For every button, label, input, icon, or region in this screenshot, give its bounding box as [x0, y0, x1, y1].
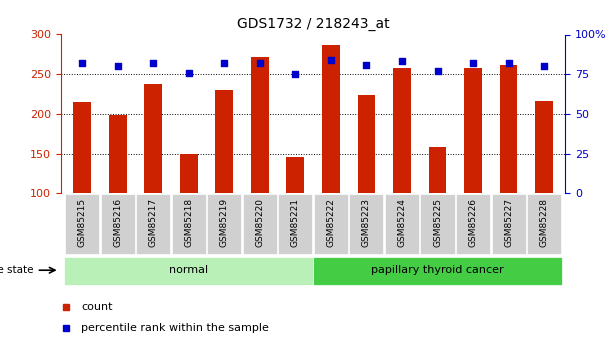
Bar	[180, 154, 198, 193]
FancyBboxPatch shape	[527, 195, 561, 254]
Text: GSM85224: GSM85224	[398, 198, 407, 247]
FancyBboxPatch shape	[207, 195, 241, 254]
Text: disease state: disease state	[0, 265, 33, 275]
Text: GSM85216: GSM85216	[113, 198, 122, 247]
Bar	[144, 84, 162, 193]
Text: GSM85215: GSM85215	[78, 198, 86, 247]
FancyBboxPatch shape	[314, 195, 348, 254]
FancyBboxPatch shape	[136, 195, 170, 254]
Point	[148, 60, 158, 66]
FancyBboxPatch shape	[350, 195, 384, 254]
Point	[255, 60, 264, 66]
FancyBboxPatch shape	[243, 195, 277, 254]
Text: papillary thyroid cancer: papillary thyroid cancer	[371, 265, 504, 275]
Text: GSM85219: GSM85219	[219, 198, 229, 247]
Bar	[251, 57, 269, 193]
Bar	[215, 90, 233, 193]
Bar	[322, 45, 340, 193]
Point	[433, 68, 443, 74]
Text: GSM85221: GSM85221	[291, 198, 300, 247]
Text: GSM85222: GSM85222	[326, 198, 336, 247]
FancyBboxPatch shape	[65, 195, 99, 254]
Point	[326, 57, 336, 63]
FancyBboxPatch shape	[100, 195, 135, 254]
Point	[362, 62, 371, 67]
Text: normal: normal	[169, 265, 209, 275]
Point	[291, 71, 300, 77]
Point	[77, 60, 87, 66]
Bar	[464, 68, 482, 193]
Point	[397, 59, 407, 64]
Text: GSM85228: GSM85228	[540, 198, 548, 247]
Bar	[358, 95, 375, 193]
Text: percentile rank within the sample: percentile rank within the sample	[81, 323, 269, 333]
Title: GDS1732 / 218243_at: GDS1732 / 218243_at	[237, 17, 390, 31]
FancyBboxPatch shape	[456, 195, 490, 254]
Point	[184, 70, 193, 75]
FancyBboxPatch shape	[278, 195, 313, 254]
Point	[219, 60, 229, 66]
Text: GSM85227: GSM85227	[504, 198, 513, 247]
Text: count: count	[81, 302, 112, 312]
FancyBboxPatch shape	[313, 257, 562, 285]
Text: GSM85218: GSM85218	[184, 198, 193, 247]
Bar	[535, 101, 553, 193]
Point	[503, 60, 513, 66]
Point	[468, 60, 478, 66]
Text: GSM85225: GSM85225	[433, 198, 442, 247]
Text: GSM85220: GSM85220	[255, 198, 264, 247]
FancyBboxPatch shape	[385, 195, 419, 254]
Text: GSM85217: GSM85217	[149, 198, 157, 247]
Bar	[500, 65, 517, 193]
Text: GSM85223: GSM85223	[362, 198, 371, 247]
Point	[113, 63, 123, 69]
FancyBboxPatch shape	[171, 195, 206, 254]
Point	[539, 63, 549, 69]
Bar	[73, 102, 91, 193]
FancyBboxPatch shape	[491, 195, 526, 254]
Text: GSM85226: GSM85226	[469, 198, 477, 247]
Bar	[393, 68, 411, 193]
FancyBboxPatch shape	[421, 195, 455, 254]
Bar	[286, 157, 304, 193]
Bar	[429, 147, 446, 193]
FancyBboxPatch shape	[64, 257, 313, 285]
Bar	[109, 116, 126, 193]
